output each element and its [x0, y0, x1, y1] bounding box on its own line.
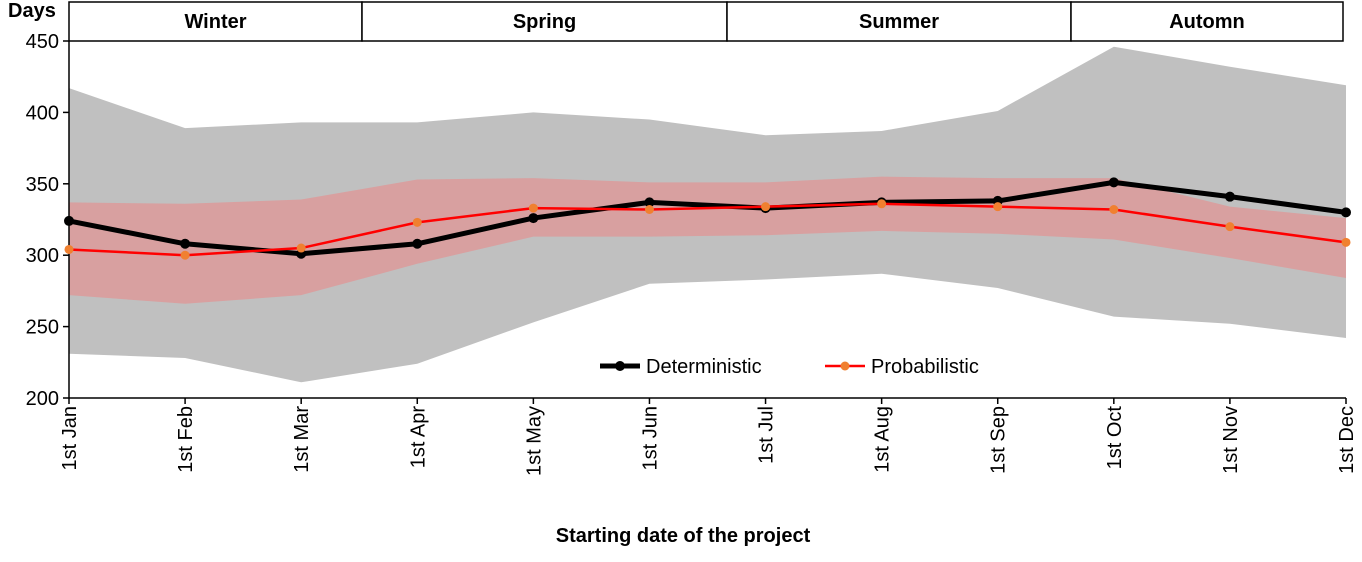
- series-point-deterministic: [64, 215, 74, 226]
- series-point-deterministic: [180, 238, 191, 249]
- series-point-probabilistic: [761, 202, 771, 212]
- series-point-deterministic: [1224, 191, 1235, 202]
- series-point-probabilistic: [528, 203, 538, 213]
- x-tick-label: 1st Apr: [407, 406, 429, 469]
- series-point-deterministic: [1341, 207, 1351, 218]
- season-box-winter: [68, 1, 363, 42]
- season-box-automn: [1070, 1, 1344, 42]
- season-label-automn: Automn: [1169, 11, 1245, 33]
- series-point-probabilistic: [1109, 205, 1119, 215]
- series-point-probabilistic: [180, 250, 190, 260]
- legend-marker-probabilistic: [840, 361, 850, 371]
- series-point-probabilistic: [296, 243, 306, 253]
- series-point-deterministic: [528, 213, 539, 224]
- series-point-probabilistic: [644, 205, 654, 215]
- series-line-probabilistic: [68, 202, 1347, 257]
- season-label-spring: Spring: [513, 11, 576, 33]
- series-point-probabilistic: [1225, 222, 1235, 232]
- y-tick-label: 350: [26, 174, 59, 196]
- series-point-deterministic: [1108, 177, 1119, 188]
- y-tick-label: 300: [26, 245, 59, 267]
- series-point-probabilistic: [877, 199, 887, 209]
- series-line-deterministic: [68, 179, 1347, 257]
- x-tick-label: 1st Jul: [756, 406, 778, 464]
- x-tick-label: 1st Sep: [988, 406, 1010, 474]
- x-axis-title: Starting date of the project: [556, 525, 811, 547]
- legend: Deterministic Probabilistic: [600, 356, 979, 378]
- series-point-deterministic: [412, 238, 423, 249]
- legend-label-deterministic: Deterministic: [646, 356, 762, 378]
- season-box-spring: [361, 1, 728, 42]
- season-box-summer: [726, 1, 1072, 42]
- y-axis-title: Days: [8, 0, 56, 22]
- y-tick-label: 400: [26, 102, 59, 124]
- season-label-winter: Winter: [184, 11, 246, 33]
- x-tick-label: 1st Aug: [872, 406, 894, 473]
- series-point-probabilistic: [64, 244, 74, 254]
- x-tick-label: 1st Dec: [1336, 406, 1358, 474]
- series-point-probabilistic: [993, 202, 1003, 212]
- series-point-deterministic: [644, 197, 655, 208]
- legend-marker-deterministic: [615, 361, 625, 371]
- x-tick-label: 1st Mar: [291, 406, 313, 473]
- y-tick-label: 250: [26, 317, 59, 339]
- x-tick-label: 1st Feb: [175, 406, 197, 473]
- season-label-summer: Summer: [859, 11, 939, 33]
- legend-label-probabilistic: Probabilistic: [871, 356, 979, 378]
- x-tick-label: 1st Nov: [1220, 406, 1242, 474]
- x-tick-label: 1st Oct: [1104, 406, 1126, 470]
- axes: 200 250 300 350 400 450 1st Jan 1st Feb 1st Mar 1…: [26, 31, 1358, 476]
- season-header: Winter Spring Summer Automn: [68, 1, 1344, 42]
- series-point-probabilistic: [1341, 237, 1351, 247]
- series-point-probabilistic: [412, 217, 422, 227]
- y-tick-label: 450: [26, 31, 59, 53]
- series-lines: [64, 177, 1351, 260]
- x-tick-label: 1st Jan: [59, 406, 81, 470]
- x-tick-label: 1st May: [523, 406, 545, 476]
- y-tick-label: 200: [26, 388, 59, 410]
- x-tick-label: 1st Jun: [639, 406, 661, 470]
